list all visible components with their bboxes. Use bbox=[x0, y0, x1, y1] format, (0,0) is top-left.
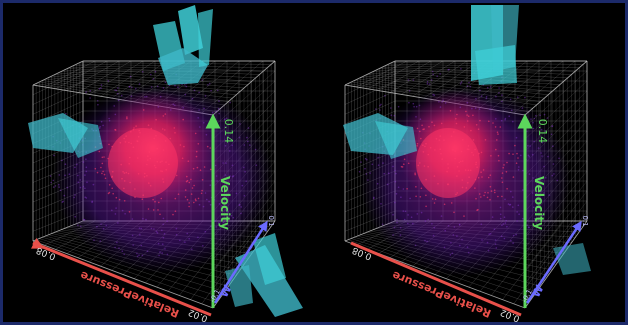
right-glyph-cluster-side bbox=[343, 113, 417, 159]
left-w-tick-high: 0.1 bbox=[267, 215, 275, 226]
stereo-figure: RelativePressure 0.02 0.08 Velocity 0.14… bbox=[3, 3, 625, 322]
left-relpressure-label: RelativePressure bbox=[78, 268, 181, 320]
right-w-tick-high: 0.1 bbox=[581, 215, 589, 226]
left-density-cloud bbox=[49, 70, 273, 273]
right-w-label: W bbox=[529, 283, 546, 300]
left-velocity-tick-top: 0.14 bbox=[222, 119, 235, 144]
right-view: RelativePressure 0.02 0.08 Velocity 0.14… bbox=[343, 5, 591, 322]
left-velocity-label: Velocity bbox=[218, 176, 232, 230]
right-velocity-label: Velocity bbox=[532, 176, 546, 230]
right-velocity-tick-top: 0.14 bbox=[536, 119, 549, 144]
left-glyph-cluster-side bbox=[28, 113, 103, 158]
left-glyph-cluster-top bbox=[153, 5, 213, 85]
right-w-axis-line bbox=[525, 220, 582, 304]
right-glyph-cluster-bottom bbox=[553, 243, 591, 275]
right-relpressure-axis-line bbox=[350, 241, 522, 317]
left-w-axis-line bbox=[213, 220, 268, 304]
stereo-figure-canvas: RelativePressure 0.02 0.08 Velocity 0.14… bbox=[28, 5, 591, 322]
right-relpressure-label: RelativePressure bbox=[390, 268, 493, 320]
left-w-label: W bbox=[217, 283, 234, 300]
left-view: RelativePressure 0.02 0.08 Velocity 0.14… bbox=[28, 5, 303, 322]
right-density-cloud bbox=[358, 68, 570, 276]
right-glyph-cluster-top bbox=[471, 5, 519, 85]
right-relpressure-tick-start: 0.02 bbox=[499, 306, 521, 322]
left-relpressure-axis-line bbox=[32, 241, 212, 317]
